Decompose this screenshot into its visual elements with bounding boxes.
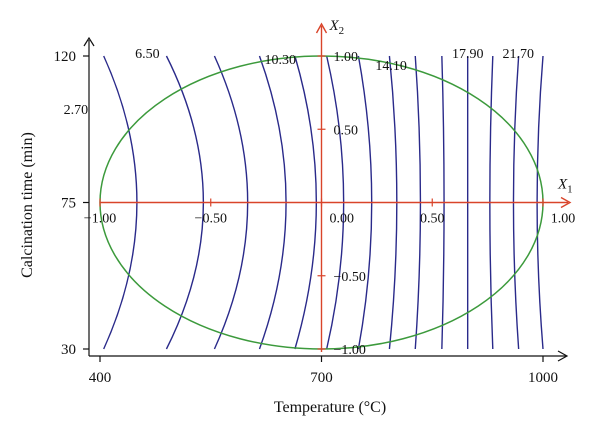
- x-axis-title: Temperature (°C): [274, 399, 386, 416]
- y-tick-label: 30: [61, 342, 76, 358]
- contour-label: 21.70: [502, 47, 534, 62]
- x2-axis-subscript: 2: [339, 25, 345, 37]
- x-axis-arrow: [557, 350, 569, 362]
- x2-axis-title: X2: [329, 18, 345, 37]
- x-tick-label: 400: [89, 370, 112, 386]
- y-tick-label: 120: [54, 49, 77, 65]
- y-tick-label: 75: [61, 196, 76, 212]
- x1-tick-label: −1.00: [84, 212, 116, 227]
- contour-label: 2.70: [64, 103, 89, 118]
- x2-tick-label: 1.00: [334, 50, 359, 65]
- y-tick-group: 30 75 120: [54, 49, 89, 358]
- y-axis-arrow: [83, 36, 95, 47]
- x1-axis-arrow: [560, 196, 572, 209]
- x-tick-label: 1000: [528, 370, 558, 386]
- x2-tick-label: 0.50: [334, 123, 359, 138]
- x1-axis-title: X1: [557, 177, 573, 196]
- x2-tick-label: −1.00: [334, 343, 366, 358]
- contour-label: 14.10: [375, 59, 407, 74]
- axes-frame: [83, 36, 569, 362]
- contour-label: 10.30: [265, 53, 297, 68]
- x2-axis-arrow: [315, 22, 328, 34]
- x1-tick-label: 0.00: [330, 212, 355, 227]
- x1-tick-label: 1.00: [551, 212, 576, 227]
- contour-labels: 2.70 6.50 10.30 14.10 17.90 21.70: [64, 47, 534, 118]
- x-tick-label: 700: [310, 370, 333, 386]
- contour-label: 17.90: [452, 47, 484, 62]
- contour-label: 6.50: [135, 47, 160, 62]
- y-axis-title: Calcination time (min): [19, 132, 36, 278]
- x2-tick-label: −0.50: [334, 270, 366, 285]
- x1-tick-label: −0.50: [195, 212, 227, 227]
- x1-tick-label: 0.50: [420, 212, 445, 227]
- x1-axis-subscript: 1: [567, 184, 573, 196]
- x-tick-group: 400 700 1000: [89, 356, 558, 386]
